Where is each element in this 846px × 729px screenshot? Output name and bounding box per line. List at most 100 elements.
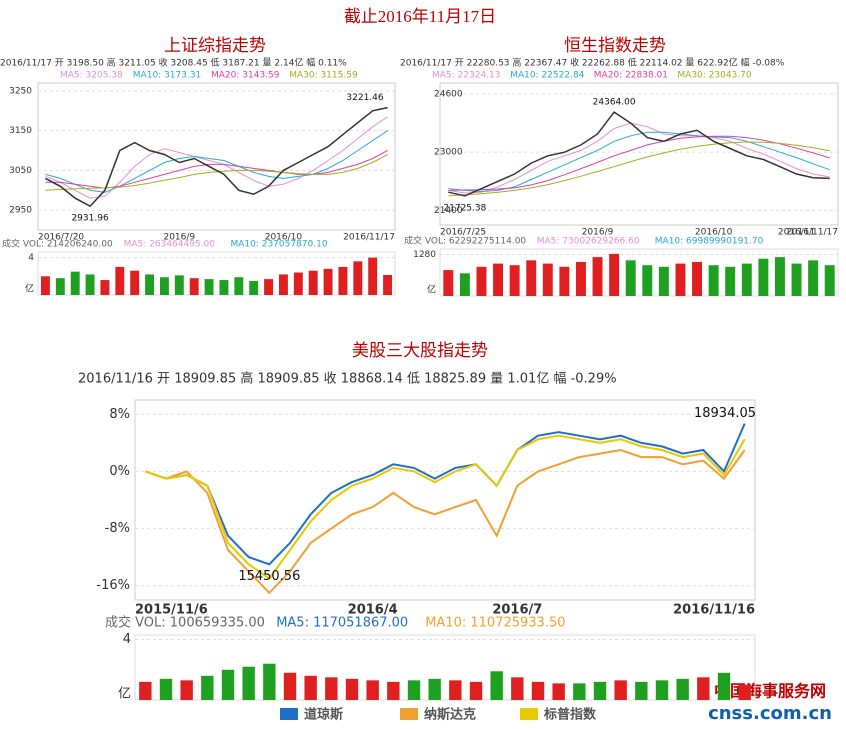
volume-bar [368,257,378,295]
volume-bar [526,260,537,296]
y-tick-label: 23000 [434,148,463,158]
x-tick-label: 2016/4 [348,603,398,618]
volume-legend: MA10: 237057870.10 [230,240,327,250]
volume-bar [338,266,348,295]
volume-frame [37,251,396,296]
legend-swatch [400,708,418,720]
volume-bar [304,675,317,700]
info-line: 2016/11/16 开 18909.85 高 18909.85 收 18868… [78,371,617,387]
series-line [448,122,830,194]
series-line [45,116,388,199]
volume-bar [559,266,570,296]
price-line [45,106,388,208]
volume-legend: MA10: 69989990191.70 [655,237,764,247]
page-title: 截止2016年11月17日 [344,7,496,26]
legend-label: MA5: 22324.13 [432,71,500,81]
volume-bar [573,683,586,700]
legend-label: MA10: 3173.31 [133,71,201,81]
volume-bar [325,677,338,700]
volume-bar [159,678,173,700]
x-tick-label: 2016/9 [582,228,614,238]
info-line: 2016/11/17 开 22280.53 高 22367.47 收 22262… [400,57,785,69]
annotation: 24364.00 [593,98,636,108]
volume-bar [249,280,259,295]
annotation: 2931.96 [71,214,108,224]
volume-bar [85,274,95,295]
volume-bar [808,260,819,296]
volume-bar [204,279,214,295]
volume-bar [174,275,184,295]
volume-bar [609,253,620,296]
y-tick-label: 2950 [9,206,32,216]
volume-bar [139,681,152,700]
volume-bar [366,680,379,700]
volume-bar [189,278,199,295]
series-line [45,150,388,189]
volume-legend: MA5: 73002629266.60 [537,237,640,247]
volume-bar [642,265,653,296]
volume-bar [234,277,244,295]
volume-legend: MA10: 110725933.50 [425,616,565,631]
volume-bar [264,279,274,295]
volume-label: 成交 VOL: 100659335.00 [105,615,265,631]
watermark: 中国海事服务网 [714,682,826,701]
volume-bar [278,274,288,295]
volume-bar [219,280,229,295]
x-tick-label: 2016/10 [695,228,733,238]
volume-bar [459,273,470,296]
volume-bar [708,265,719,296]
y-tick-label: 3250 [9,86,32,96]
volume-bar [407,680,421,700]
volume-bar [70,271,80,295]
volume-bar [697,677,710,700]
series-line [144,448,746,595]
volume-bar [692,261,703,296]
volume-bar [323,268,333,295]
x-tick-label: 2016/11/16 [673,603,755,618]
volume-bar [130,270,140,295]
legend-label: MA10: 22522.84 [510,71,584,81]
volume-tick-label: 4 [123,632,131,647]
volume-bar [774,257,785,296]
volume-bar [443,270,454,296]
y-tick-label: 8% [109,407,130,422]
volume-bar [675,263,686,296]
annotation: 3221.46 [346,93,383,103]
x-tick-label: 2016/10 [265,233,303,243]
watermark: cnss.com.cn [708,703,832,724]
volume-tick-label: 1280 [413,250,436,260]
legend-label: 标普指数 [543,707,597,723]
volume-bar [592,257,603,296]
y-tick-label: 21400 [434,206,463,216]
legend-swatch [520,708,538,720]
x-tick-label: 2015/11/6 [135,603,208,618]
volume-bar [593,681,607,700]
volume-bar [180,680,193,700]
annotation: 15450.56 [238,569,300,584]
legend-label: MA20: 3143.59 [211,71,280,81]
volume-bar [614,680,627,700]
volume-bar [741,263,752,296]
info-line: 2016/11/17 开 3198.50 高 3211.05 收 3208.45… [0,57,347,69]
volume-bar [676,678,689,700]
volume-bar [242,666,255,700]
volume-bar [293,272,303,295]
legend-label: MA30: 3115.59 [289,71,358,81]
legend-label: MA20: 22838.01 [594,71,668,81]
volume-label: 成交 VOL: 214206240.00 [2,238,113,250]
legend-label: 道琼斯 [304,707,343,723]
chart-title: 上证综指走势 [164,36,266,55]
volume-bar [383,274,393,295]
chart-title: 恒生指数走势 [564,36,666,55]
volume-bar [552,683,565,700]
legend-swatch [280,708,298,720]
series-line [45,154,388,191]
volume-bar [511,677,524,700]
volume-bar [387,681,400,700]
volume-bar [493,263,504,296]
volume-bar [824,265,835,296]
y-tick-label: -8% [105,521,130,536]
volume-bar [542,263,553,296]
plot-frame [439,82,839,226]
volume-legend: MA5: 263464495.00 [124,240,216,250]
